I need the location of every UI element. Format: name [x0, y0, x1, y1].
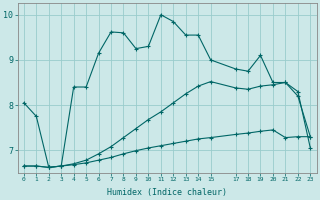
X-axis label: Humidex (Indice chaleur): Humidex (Indice chaleur) [107, 188, 227, 197]
